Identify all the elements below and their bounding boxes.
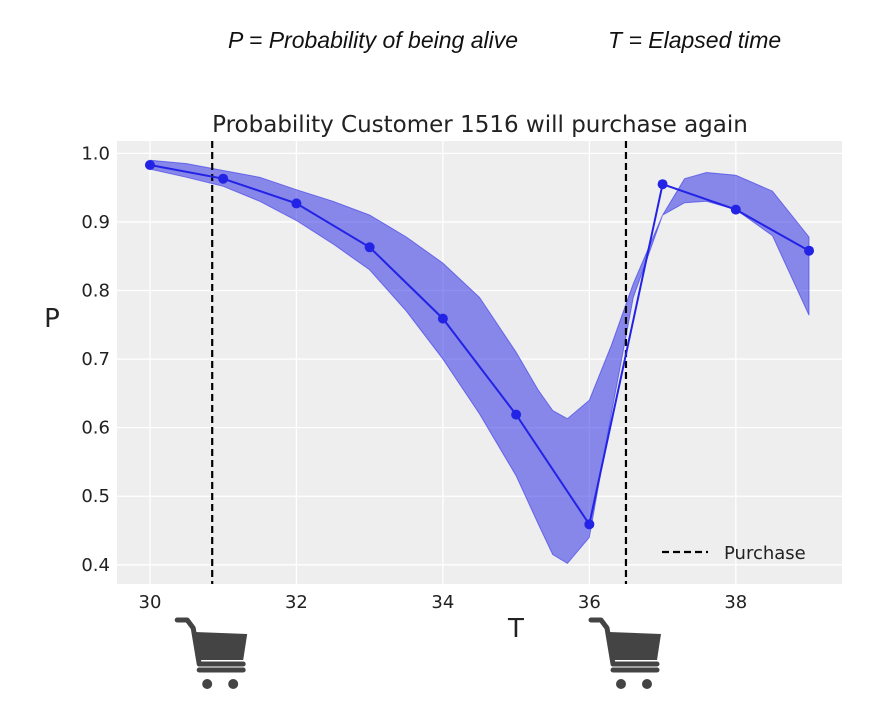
data-point <box>730 204 741 215</box>
shopping-cart-icon <box>174 617 248 689</box>
y-tick-label: 0.8 <box>81 280 110 301</box>
data-point <box>657 179 668 190</box>
data-point <box>218 173 229 184</box>
data-point <box>511 409 522 420</box>
series-line <box>149 164 810 527</box>
x-tick-label: 30 <box>139 592 162 613</box>
data-point <box>364 242 375 253</box>
x-axis-label: T <box>507 614 524 644</box>
y-tick-label: 0.7 <box>81 349 110 370</box>
y-tick-label: 0.9 <box>81 212 110 233</box>
cart-icons <box>174 617 661 689</box>
data-point <box>437 313 448 324</box>
x-tick-label: 36 <box>578 592 601 613</box>
data-point <box>584 519 595 530</box>
credible-band <box>149 159 810 565</box>
legend-purchase-label: Purchase <box>724 543 806 564</box>
t-definition: T = Elapsed time <box>608 27 781 53</box>
y-tick-label: 0.6 <box>81 418 110 439</box>
y-tick-labels: 0.4 0.5 0.6 0.7 0.8 0.9 1.0 <box>81 143 110 575</box>
x-tick-label: 32 <box>285 592 308 613</box>
data-point <box>144 160 155 171</box>
data-point <box>291 198 302 209</box>
shopping-cart-icon <box>588 617 661 689</box>
y-tick-label: 1.0 <box>81 143 110 164</box>
data-point <box>804 245 815 256</box>
x-tick-label: 34 <box>431 592 454 613</box>
chart-title: Probability Customer 1516 will purchase … <box>212 112 748 138</box>
purchase-lines <box>211 141 628 584</box>
y-tick-label: 0.4 <box>81 555 110 576</box>
y-tick-label: 0.5 <box>81 486 110 507</box>
x-tick-label: 38 <box>724 592 747 613</box>
credible-band-layer <box>149 159 810 565</box>
series-layer <box>144 160 815 530</box>
p-definition: P = Probability of being alive <box>228 27 518 53</box>
x-tick-labels: 30 32 34 36 38 <box>139 592 748 613</box>
legend: Purchase <box>662 543 806 564</box>
y-axis-label: P <box>44 304 60 334</box>
